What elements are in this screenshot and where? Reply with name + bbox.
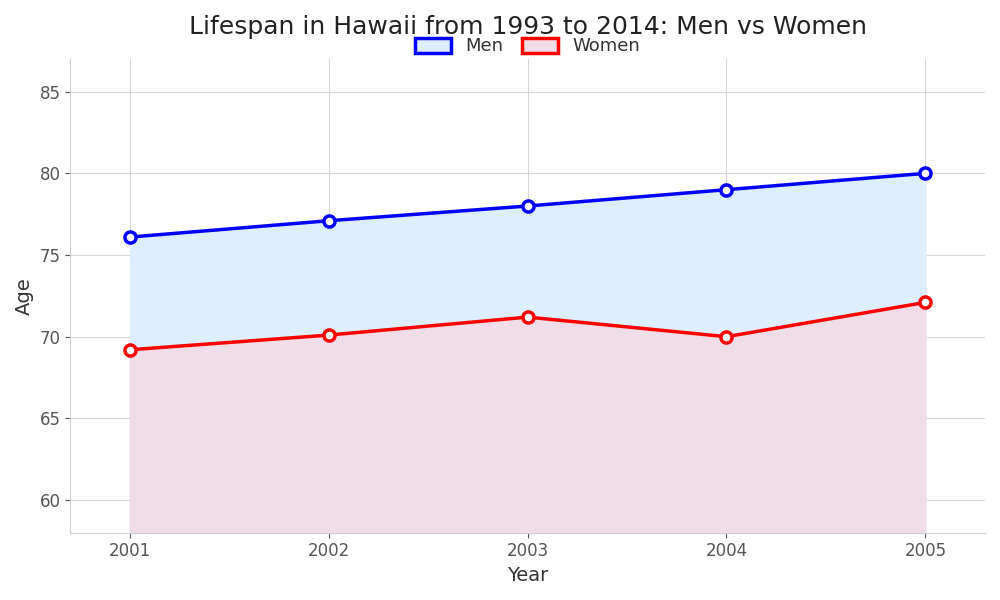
Title: Lifespan in Hawaii from 1993 to 2014: Men vs Women: Lifespan in Hawaii from 1993 to 2014: Me… — [189, 15, 867, 39]
Legend: Men, Women: Men, Women — [408, 30, 647, 62]
Y-axis label: Age: Age — [15, 277, 34, 315]
X-axis label: Year: Year — [507, 566, 548, 585]
